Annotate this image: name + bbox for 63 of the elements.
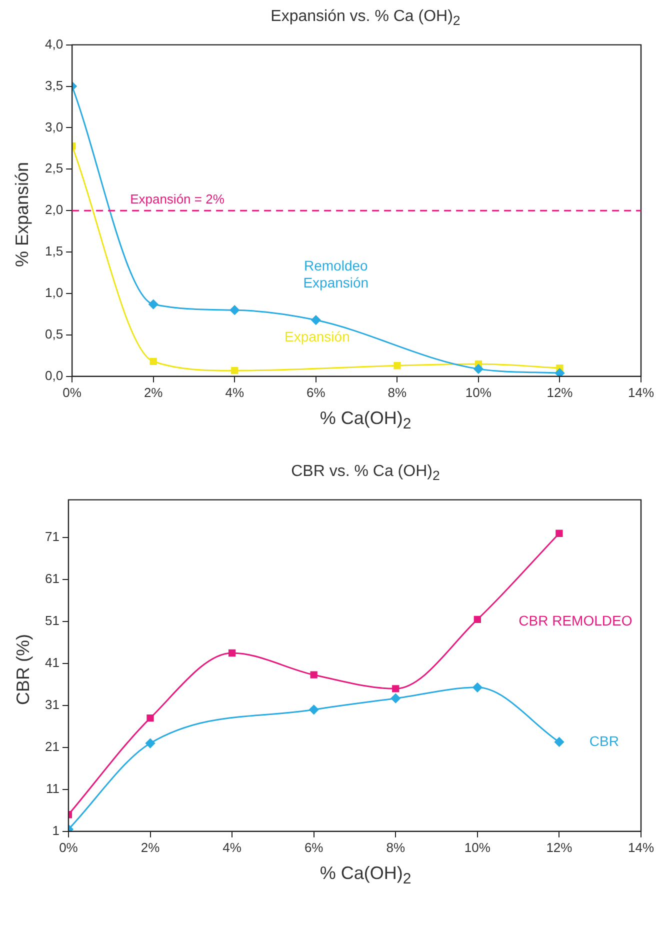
y-tick-label: 0,0: [44, 368, 64, 383]
x-tick-label: 4%: [225, 384, 244, 400]
point: [311, 315, 321, 325]
chart-title: CBR vs. % Ca (OH)$_{2}$: [290, 463, 441, 486]
series-label: CBR: [589, 732, 619, 749]
x-tick-label: 0%: [62, 384, 82, 400]
y-tick-label: 41: [44, 655, 60, 670]
point: [394, 362, 401, 370]
y-tick-label: 3,5: [44, 78, 64, 93]
x-tick-label: 12%: [546, 840, 573, 855]
y-tick-label: 2,5: [44, 160, 64, 176]
point: [390, 694, 400, 704]
point: [231, 367, 238, 374]
point: [554, 737, 564, 747]
x-tick-label: 4%: [222, 840, 242, 855]
y-tick-label: 31: [44, 697, 60, 712]
y-tick-label: 3,0: [44, 119, 64, 134]
x-tick-label: 8%: [388, 384, 408, 400]
x-tick-label: 6%: [304, 840, 324, 855]
point: [146, 738, 155, 748]
x-tick-label: 14%: [628, 840, 654, 855]
x-tick-label: 8%: [386, 840, 406, 855]
series-label: Expansión: [284, 328, 350, 344]
y-axis-title: CBR (%): [12, 634, 34, 704]
y-tick-label: 61: [44, 571, 60, 586]
point: [150, 358, 157, 366]
point: [309, 704, 319, 714]
point: [472, 682, 482, 692]
x-tick-label: 10%: [464, 840, 491, 855]
point: [230, 305, 240, 315]
point: [228, 649, 236, 657]
y-tick-label: 1,5: [44, 244, 64, 259]
series-label: Remoldeo Expansión: [303, 257, 369, 290]
y-tick-label: 51: [44, 613, 60, 628]
y-tick-label: 21: [44, 739, 60, 754]
chart-title: Expansión vs. % Ca (OH)$_{2}$: [270, 8, 462, 30]
point: [556, 530, 563, 537]
x-axis-title: % Ca(OH)$_{2}$: [318, 863, 412, 888]
x-tick-label: 14%: [628, 384, 654, 400]
point: [554, 368, 564, 376]
x-tick-label: 2%: [144, 384, 164, 400]
point: [474, 364, 484, 374]
point: [392, 685, 400, 692]
y-tick-label: 4,0: [44, 36, 64, 52]
y-tick-label: 2,0: [44, 202, 64, 218]
x-axis-title: % Ca(OH)$_{2}$: [318, 408, 412, 433]
point: [146, 714, 154, 722]
x-tick-label: 6%: [306, 384, 326, 400]
y-tick-label: 0,5: [44, 326, 64, 342]
x-tick-label: 2%: [140, 840, 160, 855]
point: [474, 616, 481, 624]
ref-line-label: Expansión = 2%: [130, 192, 225, 207]
y-tick-label: 1: [52, 822, 60, 838]
x-tick-label: 10%: [465, 384, 492, 400]
y-tick-label: 71: [44, 529, 60, 544]
series-label: CBR REMOLDEO: [518, 612, 632, 628]
x-tick-label: 12%: [546, 384, 574, 400]
x-tick-label: 0%: [59, 840, 78, 855]
point: [148, 300, 158, 310]
y-tick-label: 11: [46, 781, 60, 796]
point: [310, 671, 318, 678]
y-tick-label: 1,0: [44, 285, 64, 300]
y-axis-title: % Expansión: [12, 161, 34, 267]
